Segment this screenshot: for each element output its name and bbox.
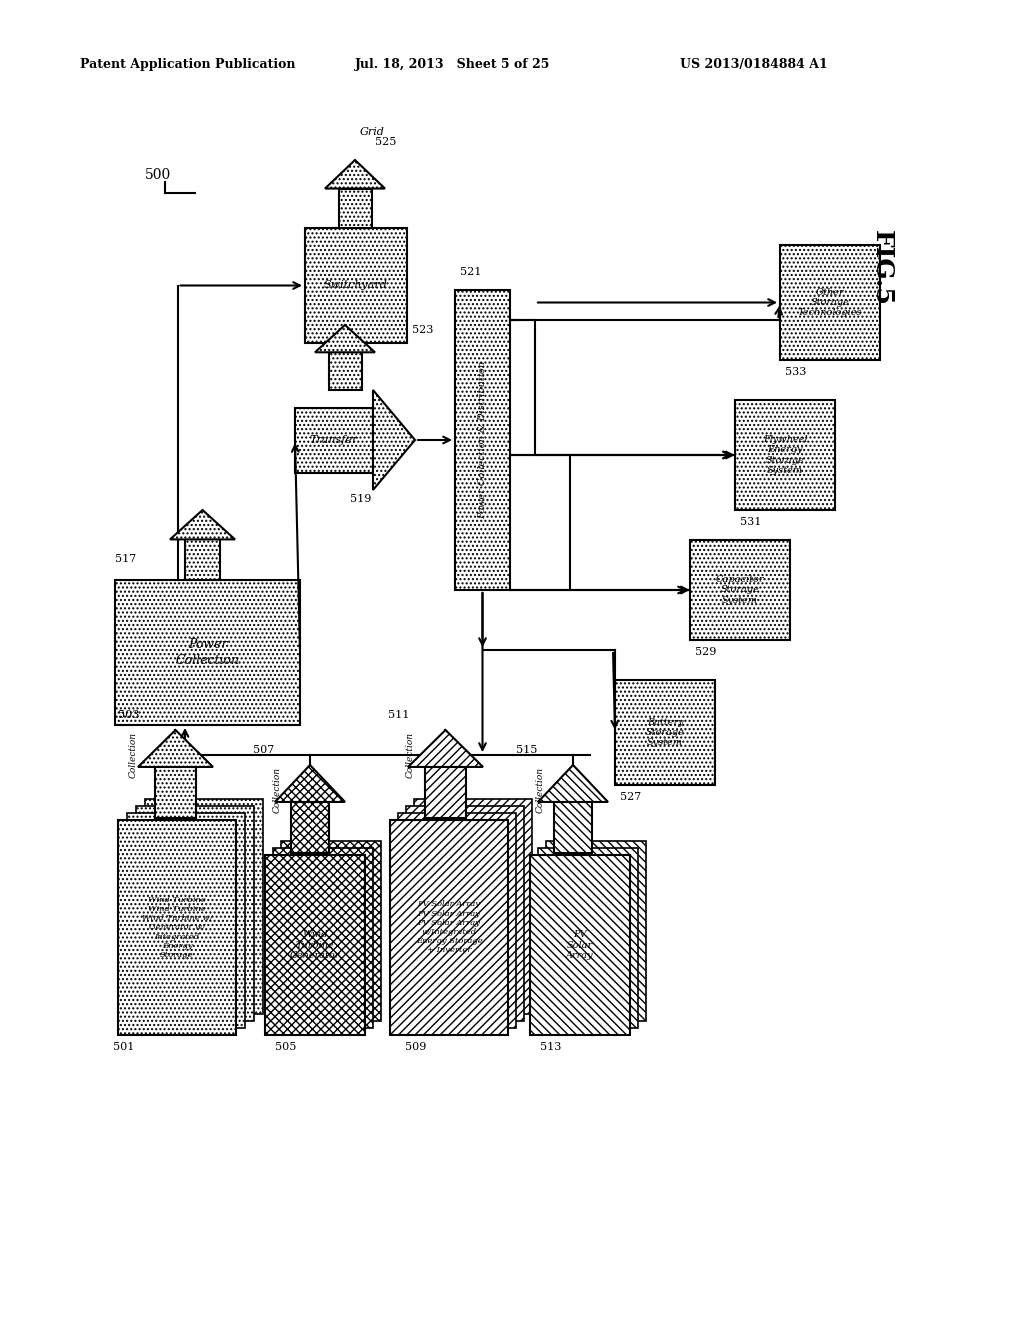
Text: Collection: Collection (272, 767, 282, 813)
Text: PV Solar Array
PV Solar Array
PV Solar Array
w/Integrated
Energy Storage
+ Inver: PV Solar Array PV Solar Array PV Solar A… (416, 900, 482, 954)
Polygon shape (138, 730, 213, 767)
Bar (115, 579, 300, 725)
Text: 511: 511 (388, 710, 410, 719)
Bar (390, 820, 508, 1035)
Text: Flywheel
Energy
Storage
System: Flywheel Energy Storage System (763, 434, 807, 475)
Bar (265, 855, 365, 1035)
Bar (291, 803, 330, 853)
Bar (455, 290, 510, 590)
Text: Collection: Collection (406, 733, 415, 777)
Text: 521: 521 (460, 267, 481, 277)
Bar (155, 767, 197, 818)
Polygon shape (315, 325, 375, 352)
Bar (398, 813, 516, 1028)
Text: 505: 505 (275, 1041, 296, 1052)
Text: Capacitor
Storage
System: Capacitor Storage System (716, 576, 764, 605)
Text: 500: 500 (145, 168, 171, 182)
Text: Jul. 18, 2013   Sheet 5 of 25: Jul. 18, 2013 Sheet 5 of 25 (355, 58, 550, 71)
Text: 509: 509 (406, 1041, 426, 1052)
Bar (530, 855, 630, 1035)
Text: Other
Storage
Technologies: Other Storage Technologies (798, 288, 862, 317)
Bar (390, 820, 508, 1035)
Polygon shape (325, 160, 385, 189)
Text: Transfer: Transfer (310, 436, 358, 445)
Bar (329, 352, 361, 389)
Bar (735, 400, 835, 510)
Text: Collection: Collection (128, 733, 137, 777)
Bar (530, 855, 630, 1035)
Bar (281, 841, 381, 1020)
Bar (273, 847, 373, 1028)
Text: 527: 527 (620, 792, 641, 803)
Text: 519: 519 (350, 494, 372, 504)
Text: 533: 533 (785, 367, 806, 378)
Text: 531: 531 (740, 517, 762, 527)
Text: Power Collection & Distribution: Power Collection & Distribution (478, 360, 487, 519)
Text: Switchyard: Switchyard (324, 281, 388, 290)
Text: 503: 503 (118, 710, 139, 719)
Bar (118, 820, 236, 1035)
Bar (538, 847, 638, 1028)
Text: Power
Collection: Power Collection (175, 639, 240, 667)
Bar (414, 799, 532, 1014)
Text: US 2013/0184884 A1: US 2013/0184884 A1 (680, 58, 827, 71)
Text: 529: 529 (695, 647, 717, 657)
Text: 525: 525 (375, 137, 396, 147)
Bar (546, 841, 646, 1020)
Text: 523: 523 (412, 325, 433, 335)
Bar (305, 228, 407, 343)
Polygon shape (408, 730, 483, 767)
Text: Collection: Collection (536, 767, 545, 813)
Text: PV
Solar
Array: PV Solar Array (566, 931, 594, 960)
Bar (295, 408, 373, 473)
Bar (184, 540, 220, 579)
Bar (406, 807, 524, 1020)
Text: 507: 507 (253, 744, 274, 755)
Polygon shape (275, 766, 345, 803)
Bar (127, 813, 245, 1028)
Bar (690, 540, 790, 640)
Bar (136, 807, 254, 1020)
Text: Patent Application Publication: Patent Application Publication (80, 58, 296, 71)
Text: 513: 513 (540, 1041, 561, 1052)
Text: Wind Turbine
Wind Turbine
Wind Turbine w/
Generator w/
Integrated
Energy
Storage: Wind Turbine Wind Turbine Wind Turbine w… (141, 896, 212, 960)
Text: 515: 515 (516, 744, 538, 755)
Bar (145, 799, 263, 1014)
Bar (780, 246, 880, 360)
Bar (118, 820, 236, 1035)
Bar (425, 767, 466, 818)
Bar (554, 803, 592, 853)
Bar (265, 855, 365, 1035)
Text: 501: 501 (113, 1041, 134, 1052)
Text: 517: 517 (115, 554, 136, 564)
Text: Wind
Turbine
Generator: Wind Turbine Generator (290, 931, 340, 960)
Bar (615, 680, 715, 785)
Polygon shape (170, 510, 234, 540)
Polygon shape (373, 389, 415, 490)
Bar (339, 189, 372, 228)
Polygon shape (538, 766, 608, 803)
Text: Battery
Storage
System: Battery Storage System (645, 718, 684, 747)
Text: FIG.5: FIG.5 (870, 230, 894, 306)
Text: Grid: Grid (360, 127, 385, 137)
